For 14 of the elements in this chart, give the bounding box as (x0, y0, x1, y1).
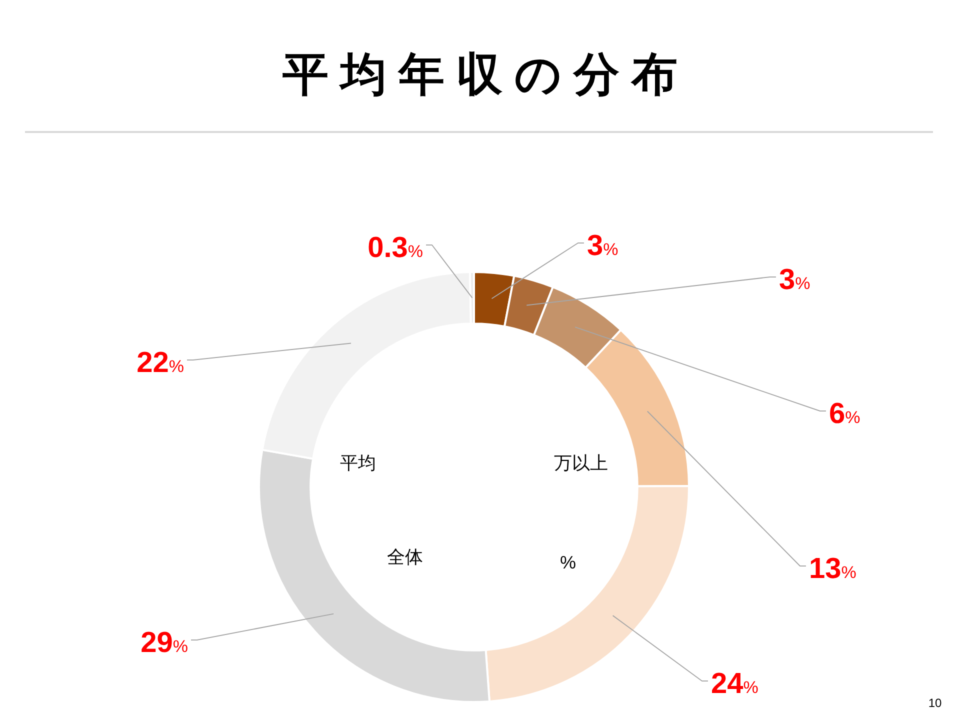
text: 10 (928, 696, 942, 710)
data-label: 0.3% (368, 232, 424, 264)
text: 全体 (387, 546, 423, 569)
text: % (560, 552, 576, 574)
data-label: 3% (779, 264, 810, 296)
chart-title: 平均年収の分布 (282, 47, 690, 102)
text: 万以上 (554, 452, 608, 475)
data-label: 22% (136, 347, 184, 379)
data-label: 24% (711, 668, 758, 700)
data-label: 13% (809, 553, 856, 585)
data-label: 6% (829, 398, 860, 430)
data-label: 3% (587, 230, 618, 262)
text: 平均 (340, 452, 376, 475)
data-label: 29% (140, 627, 188, 659)
